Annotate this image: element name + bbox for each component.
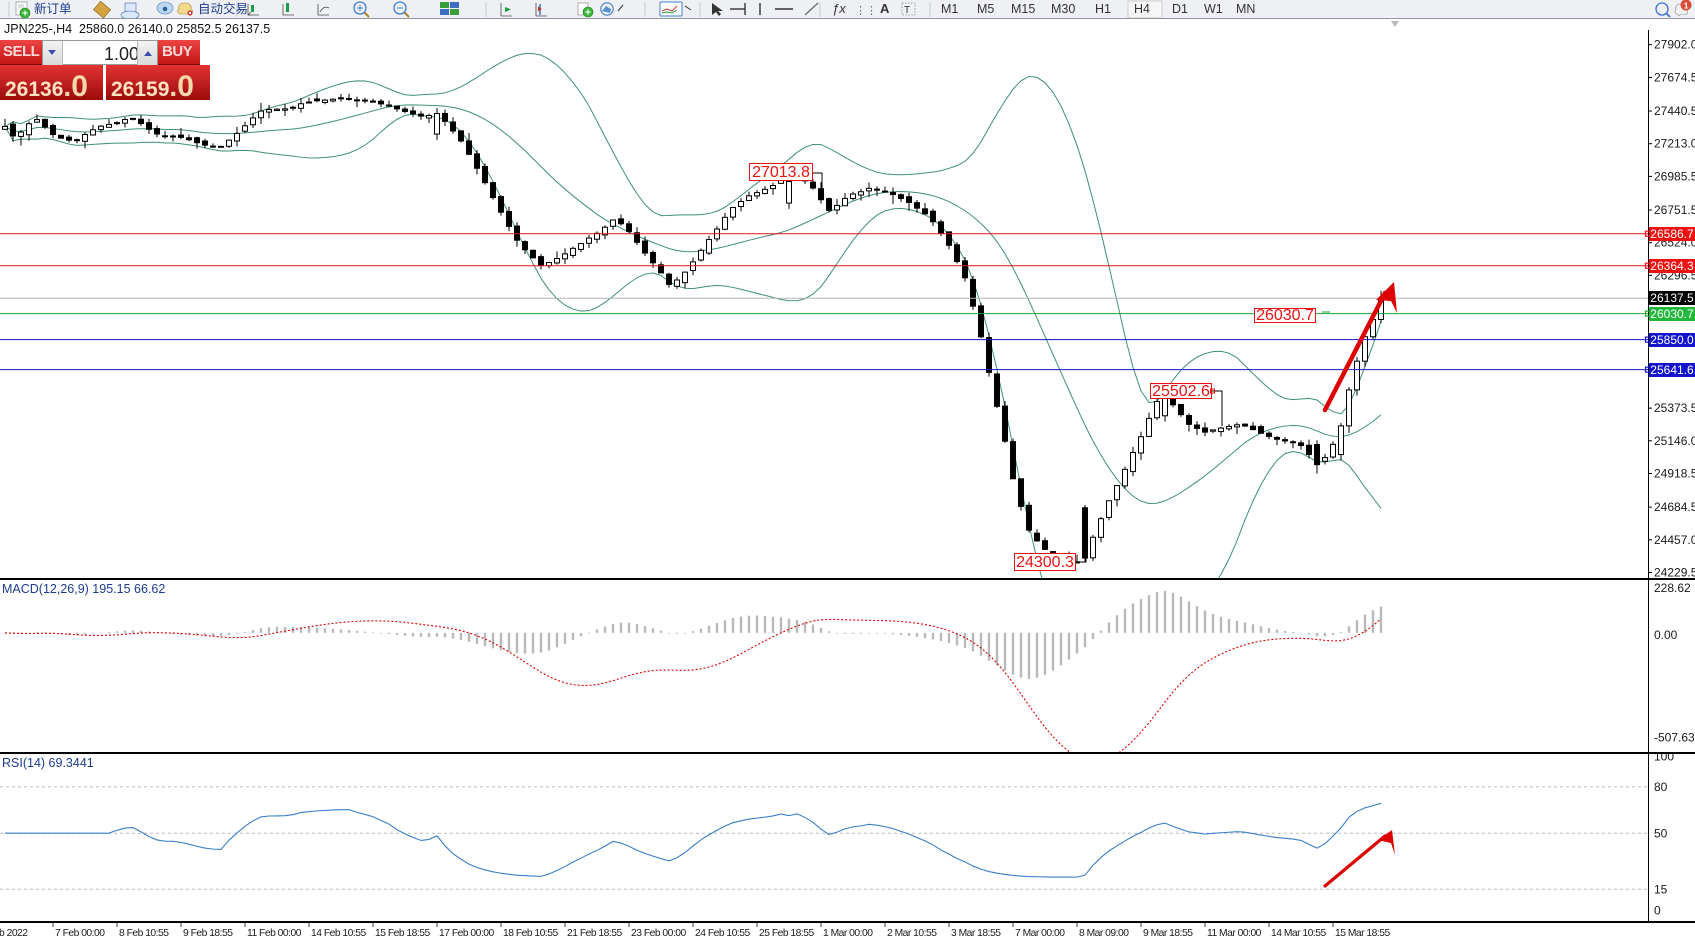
svg-text:15: 15 bbox=[1654, 882, 1668, 896]
svg-text:11 Feb 00:00: 11 Feb 00:00 bbox=[247, 928, 302, 938]
svg-text:3 Mar 18:55: 3 Mar 18:55 bbox=[951, 928, 1001, 938]
svg-text:7 Feb 00:00: 7 Feb 00:00 bbox=[55, 928, 105, 938]
svg-text:Feb 2022: Feb 2022 bbox=[0, 928, 28, 938]
svg-text:0.00: 0.00 bbox=[1654, 628, 1678, 642]
svg-text:228.62: 228.62 bbox=[1654, 581, 1691, 595]
svg-text:1 Mar 00:00: 1 Mar 00:00 bbox=[823, 928, 873, 938]
svg-text:-507.63: -507.63 bbox=[1654, 731, 1695, 745]
svg-text:7 Mar 00:00: 7 Mar 00:00 bbox=[1015, 928, 1065, 938]
svg-text:80: 80 bbox=[1654, 780, 1668, 794]
svg-text:18 Feb 10:55: 18 Feb 10:55 bbox=[503, 928, 558, 938]
svg-text:14 Feb 10:55: 14 Feb 10:55 bbox=[311, 928, 366, 938]
svg-text:50: 50 bbox=[1654, 826, 1668, 840]
svg-text:2 Mar 10:55: 2 Mar 10:55 bbox=[887, 928, 937, 938]
svg-text:8 Mar 09:00: 8 Mar 09:00 bbox=[1079, 928, 1129, 938]
svg-text:11 Mar 00:00: 11 Mar 00:00 bbox=[1207, 928, 1262, 938]
svg-text:24 Feb 10:55: 24 Feb 10:55 bbox=[695, 928, 750, 938]
svg-text:8 Feb 10:55: 8 Feb 10:55 bbox=[119, 928, 169, 938]
svg-text:17 Feb 00:00: 17 Feb 00:00 bbox=[439, 928, 494, 938]
svg-text:14 Mar 10:55: 14 Mar 10:55 bbox=[1271, 928, 1326, 938]
svg-text:0: 0 bbox=[1654, 904, 1661, 918]
svg-text:100: 100 bbox=[1654, 754, 1674, 764]
svg-text:23 Feb 00:00: 23 Feb 00:00 bbox=[631, 928, 686, 938]
svg-text:21 Feb 18:55: 21 Feb 18:55 bbox=[567, 928, 622, 938]
svg-text:15 Feb 18:55: 15 Feb 18:55 bbox=[375, 928, 430, 938]
svg-text:9 Mar 18:55: 9 Mar 18:55 bbox=[1143, 928, 1193, 938]
svg-text:15 Mar 18:55: 15 Mar 18:55 bbox=[1335, 928, 1390, 938]
svg-text:25 Feb 18:55: 25 Feb 18:55 bbox=[759, 928, 814, 938]
svg-text:9 Feb 18:55: 9 Feb 18:55 bbox=[183, 928, 233, 938]
